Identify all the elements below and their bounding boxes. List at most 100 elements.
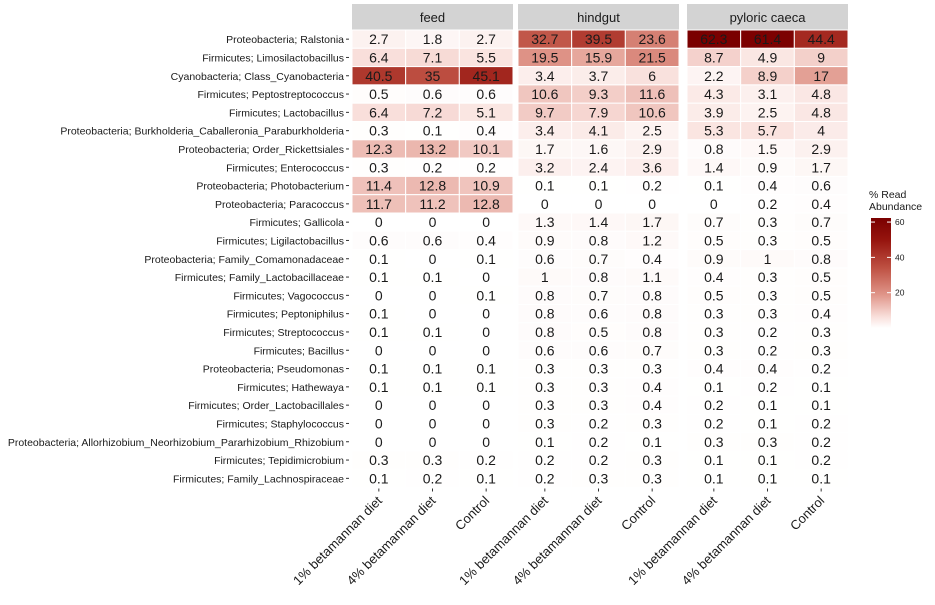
cell-value-label: 0.3 [704,306,724,322]
cell-value-label: 0.7 [811,214,831,230]
cell-value-label: 8.9 [758,68,778,84]
cell-value-label: 0.2 [535,470,555,486]
cell-value-label: 0.8 [811,251,831,267]
cell-value-label: 0.6 [423,86,443,102]
cell-value-label: 5.5 [476,49,496,65]
column-label: Control [787,493,827,533]
cell-value-label: 0.2 [758,196,778,212]
cell-value-label: 0.2 [535,452,555,468]
cell-value-label: 15.9 [585,49,612,65]
cell-value-label: 2.9 [642,141,662,157]
cell-value-label: 0.8 [704,141,724,157]
cell-value-label: 4.3 [704,86,724,102]
cell-value-label: 0.3 [589,397,609,413]
cell-value-label: 0.8 [535,324,555,340]
cell-value-label: 0.1 [423,361,443,377]
cell-value-label: 0 [429,214,437,230]
row-label: Firmicutes; Order_Lactobacillales [188,400,344,412]
row-label: Proteobacteria; Pseudomonas [203,364,344,376]
cell-value-label: 0.1 [476,379,496,395]
cell-value-label: 0 [482,306,490,322]
cell-value-label: 40.5 [365,68,392,84]
facet-strip-label: hindgut [577,10,620,25]
cell-value-label: 3.1 [758,86,778,102]
cell-value-label: 0.4 [476,232,496,248]
row-label: Firmicutes; Bacillus [254,345,344,357]
cell-value-label: 0.3 [535,415,555,431]
cell-value-label: 0.2 [642,178,662,194]
cell-value-label: 0.5 [704,232,724,248]
cell-value-label: 0.2 [423,159,443,175]
cell-value-label: 0.1 [369,269,389,285]
cell-value-label: 0 [429,397,437,413]
cell-value-label: 7.1 [423,49,443,65]
cell-value-label: 1.4 [704,159,724,175]
cell-value-label: 1.7 [535,141,555,157]
facet-strips: feed hindgut pyloric caeca [352,4,848,30]
cell-value-label: 0.7 [704,214,724,230]
cell-value-label: 11.2 [419,196,445,212]
cell-value-label: 0.3 [758,214,778,230]
cell-value-label: 0.2 [811,361,831,377]
cell-value-label: 1.8 [423,31,443,47]
cell-value-label: 0.8 [642,324,662,340]
cell-value-label: 0.6 [589,342,609,358]
cell-value-label: 0.1 [423,324,443,340]
row-label: Proteobacteria; Family_Comamonadaceae [144,254,344,266]
cell-value-label: 0.3 [811,342,831,358]
cell-value-label: 0.3 [758,232,778,248]
cell-value-label: 6 [648,68,656,84]
row-label: Proteobacteria; Order_Rickettsiales [178,144,344,156]
legend-tick-label: 60 [895,217,905,227]
cell-value-label: 0.1 [704,452,724,468]
row-label: Proteobacteria; Paracoccus [215,199,344,211]
row-label: Firmicutes; Peptoniphilus [227,309,344,321]
cell-value-label: 0.7 [589,251,609,267]
cell-value-label: 0.4 [642,251,662,267]
cell-value-label: 12.3 [365,141,392,157]
cell-value-label: 0 [482,342,490,358]
cell-value-label: 10.9 [473,178,500,194]
cell-value-label: 2.7 [369,31,389,47]
cell-value-label: 0 [482,214,490,230]
cell-value-label: 0.1 [811,397,831,413]
cell-value-label: 4 [817,123,825,139]
cell-value-label: 7.9 [589,104,609,120]
legend-colorbar [871,218,891,328]
cell-value-label: 0 [482,434,490,450]
cell-value-label: 0.2 [758,342,778,358]
cell-value-label: 62.3 [700,31,727,47]
cell-value-label: 0.3 [704,434,724,450]
cell-value-label: 0.3 [642,452,662,468]
cell-value-label: 0.3 [758,287,778,303]
cell-value-label: 0 [429,342,437,358]
cell-value-label: 39.5 [585,31,612,47]
cell-value-label: 11.4 [366,178,392,194]
cell-value-label: 1.7 [811,159,831,175]
cell-value-label: 0.5 [811,232,831,248]
cell-value-label: 0 [429,434,437,450]
cell-value-label: 0.8 [589,269,609,285]
cell-value-label: 0 [595,196,603,212]
cell-value-label: 0.3 [704,342,724,358]
cell-value-label: 10.6 [531,86,558,102]
row-label: Firmicutes; Ligilactobacillus [216,235,344,247]
cell-value-label: 2.9 [811,141,831,157]
cell-value-label: 13.2 [419,141,446,157]
cell-value-label: 0.1 [535,434,555,450]
cell-value-label: 0.3 [535,361,555,377]
cell-value-label: 0.1 [423,379,443,395]
cell-value-label: 0.1 [369,251,389,267]
heatmap-cell [458,468,514,489]
cell-value-label: 0.3 [589,361,609,377]
cell-value-label: 45.1 [473,68,500,84]
column-label: 4% betamannan diet [679,493,774,588]
column-label: 4% betamannan diet [510,493,605,588]
cell-value-label: 0.2 [811,452,831,468]
row-label: Firmicutes; Family_Lachnospiraceae [173,473,344,485]
cell-value-label: 1 [764,251,772,267]
heatmap-cell [793,468,849,489]
cell-value-label: 0.1 [369,379,389,395]
cell-value-label: 10.6 [639,104,666,120]
